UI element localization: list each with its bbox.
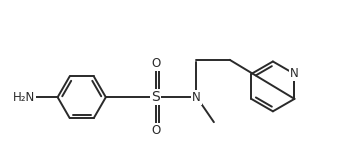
Text: N: N bbox=[290, 67, 299, 80]
Text: H₂N: H₂N bbox=[13, 91, 35, 104]
Text: S: S bbox=[151, 90, 160, 104]
Text: O: O bbox=[151, 124, 160, 137]
Text: O: O bbox=[151, 57, 160, 70]
Text: N: N bbox=[192, 91, 201, 104]
